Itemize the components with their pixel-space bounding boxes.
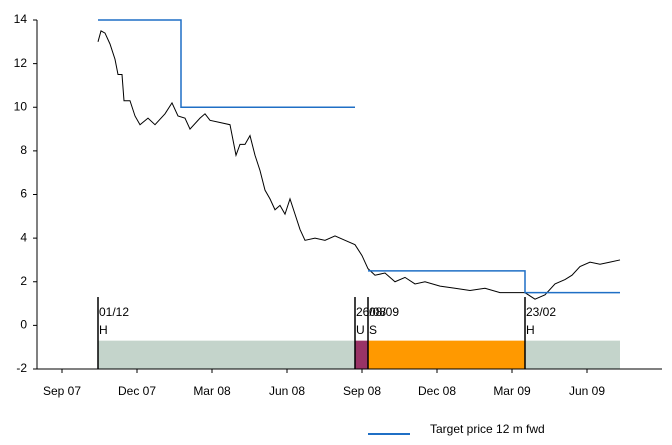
y-tick-label: -2: [16, 361, 27, 375]
event-date: 01/12: [99, 305, 129, 319]
rating-band: [98, 340, 355, 369]
y-tick-label: 12: [14, 56, 28, 70]
y-tick-label: 2: [20, 274, 27, 288]
x-tick-label: Sep 08: [343, 384, 381, 398]
rating-band: [355, 340, 368, 369]
event-date: 08/09: [369, 305, 399, 319]
series-line: [97, 30, 621, 300]
event-date: 26/08: [356, 305, 386, 319]
rating-band: [368, 340, 525, 369]
x-tick-label: Dec 07: [118, 384, 156, 398]
x-tick-label: Dec 08: [418, 384, 456, 398]
x-tick-label: Sep 07: [43, 384, 81, 398]
event-rating: H: [99, 323, 108, 337]
event-rating: S: [369, 323, 377, 337]
y-tick-label: 0: [20, 318, 27, 332]
x-tick-label: Jun 08: [269, 384, 305, 398]
y-tick-label: 4: [20, 230, 27, 244]
legend-label: Target price 12 m fwd: [430, 422, 545, 436]
y-tick-label: 6: [20, 187, 27, 201]
x-tick-label: Mar 09: [493, 384, 531, 398]
event-date: 23/02: [526, 305, 556, 319]
y-tick-label: 10: [14, 99, 28, 113]
rating-band: [525, 340, 620, 369]
event-rating: H: [526, 323, 535, 337]
x-tick-label: Mar 08: [193, 384, 231, 398]
series-line: [98, 19, 620, 294]
x-tick-label: Jun 09: [569, 384, 605, 398]
y-tick-label: 14: [14, 12, 28, 26]
event-rating: U: [356, 323, 365, 337]
y-tick-label: 8: [20, 143, 27, 157]
